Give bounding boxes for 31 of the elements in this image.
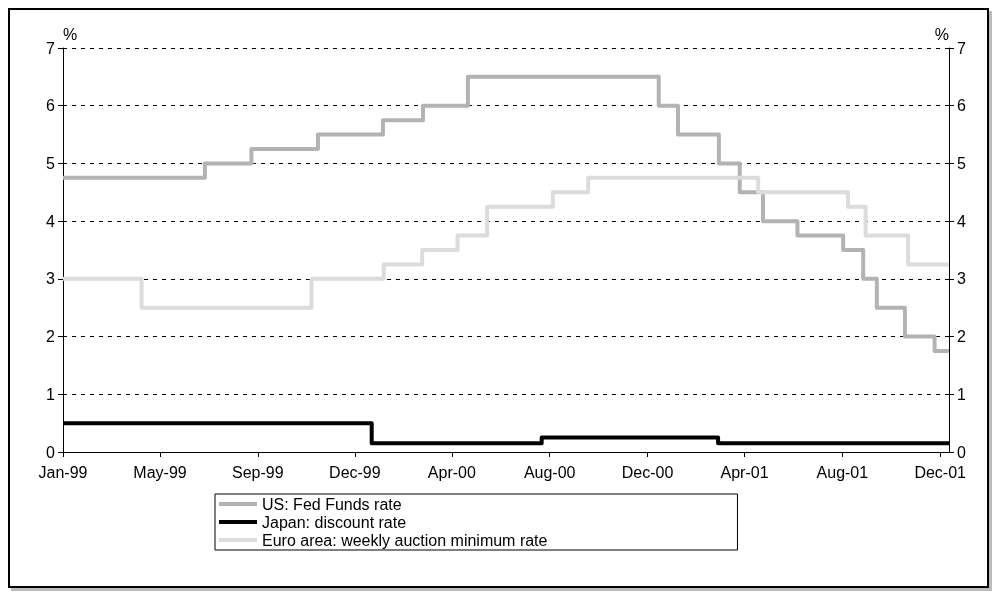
x-tick-label: May-99 (133, 463, 187, 481)
y2-tick-label: 7 (957, 39, 966, 57)
y-tick-label: 5 (46, 154, 56, 172)
legend-label: Japan: discount rate (262, 513, 407, 531)
y2-tick-label: 3 (957, 270, 966, 288)
x-tick-label: Apr-01 (720, 463, 769, 481)
x-tick-label: Aug-01 (816, 463, 869, 481)
y2-tick-label: 0 (957, 443, 966, 461)
y-tick-label: 2 (46, 328, 56, 346)
y2-tick-label: 1 (957, 385, 966, 403)
y-axis-title: % (63, 25, 78, 43)
legend-label: US: Fed Funds rate (262, 495, 402, 513)
y2-tick-label: 6 (957, 97, 966, 115)
x-tick-label: Apr-00 (427, 463, 476, 481)
y-tick-label: 7 (46, 39, 56, 57)
y-tick-label: 6 (46, 97, 56, 115)
y2-axis-title: % (934, 25, 949, 43)
x-tick-label: Dec-00 (621, 463, 674, 481)
y2-tick-label: 4 (957, 212, 966, 230)
y-tick-label: 1 (46, 385, 56, 403)
y-tick-label: 0 (46, 443, 56, 461)
x-tick-label: Dec-99 (329, 463, 381, 481)
y2-tick-label: 2 (957, 328, 966, 346)
y-tick-label: 3 (46, 270, 56, 288)
x-tick-label: Aug-00 (523, 463, 576, 481)
x-tick-label: Sep-99 (232, 463, 284, 481)
x-tick-label: Dec-01 (914, 463, 967, 481)
y2-tick-label: 5 (957, 154, 966, 172)
legend-label: Euro area: weekly auction minimum rate (262, 531, 548, 549)
y-tick-label: 4 (46, 212, 56, 230)
x-tick-label: Jan-99 (38, 463, 88, 481)
